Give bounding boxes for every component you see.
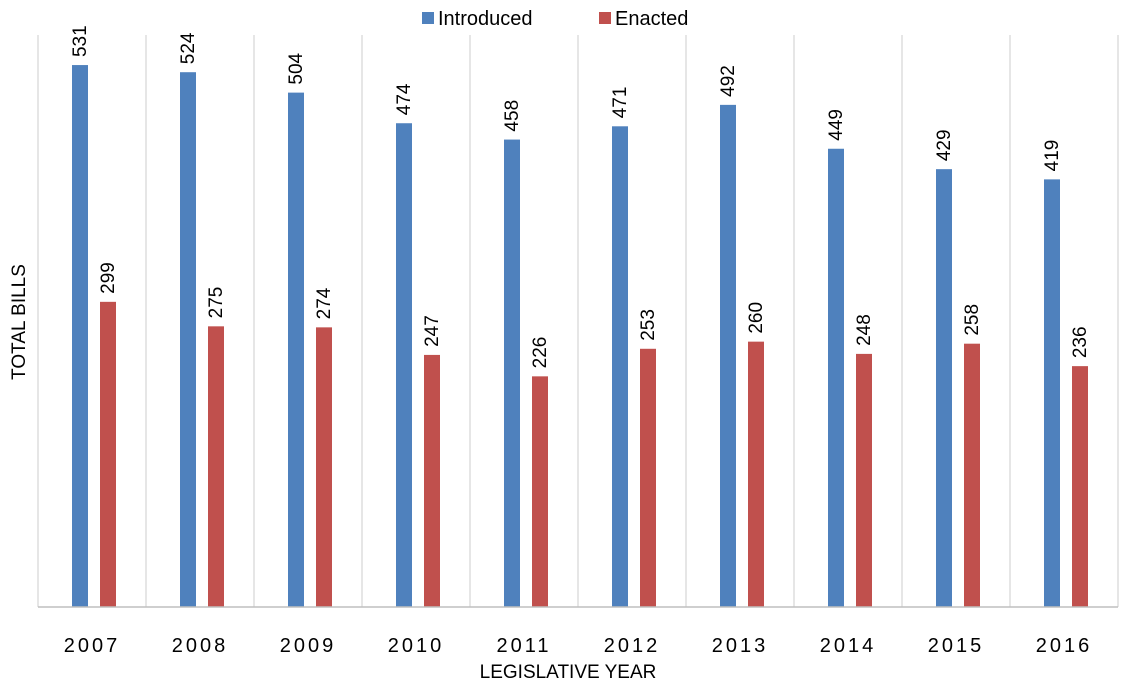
x-tick-label-2014: 2014 <box>820 635 877 657</box>
bar-introduced-2015 <box>936 169 952 607</box>
x-tick-label-2012: 2012 <box>604 635 661 657</box>
data-label-enacted-2016: 236 <box>1070 326 1091 358</box>
data-label-enacted-2010: 247 <box>422 315 443 347</box>
legend-label-enacted: Enacted <box>615 8 688 30</box>
data-label-enacted-2009: 274 <box>314 287 335 319</box>
x-axis-title: LEGISLATIVE YEAR <box>480 662 657 683</box>
grid-layer <box>37 35 1119 607</box>
data-label-introduced-2014: 449 <box>826 109 847 141</box>
data-label-introduced-2015: 429 <box>934 129 955 161</box>
bar-enacted-2010 <box>424 354 440 607</box>
bar-enacted-2012 <box>640 348 656 607</box>
bar-introduced-2013 <box>720 104 736 607</box>
bar-introduced-2011 <box>504 139 520 608</box>
legend-swatch-introduced <box>422 12 434 24</box>
data-label-introduced-2012: 471 <box>610 87 631 119</box>
x-tick-label-2008: 2008 <box>172 635 229 657</box>
data-label-introduced-2010: 474 <box>394 83 415 115</box>
bar-introduced-2008 <box>180 72 196 608</box>
x-tick-label-2010: 2010 <box>388 635 445 657</box>
bar-introduced-2014 <box>828 148 844 607</box>
x-tick-label-2011: 2011 <box>496 635 551 657</box>
bar-enacted-2009 <box>316 327 332 607</box>
legend-swatch-enacted <box>599 12 611 24</box>
legend-label-introduced: Introduced <box>438 8 533 30</box>
data-label-introduced-2009: 504 <box>286 52 307 84</box>
bar-introduced-2007 <box>72 65 88 607</box>
data-label-enacted-2011: 226 <box>530 337 551 369</box>
legend: Introduced Enacted <box>422 8 688 30</box>
data-label-introduced-2016: 419 <box>1042 140 1063 172</box>
bar-enacted-2016 <box>1072 366 1088 607</box>
bar-enacted-2011 <box>532 376 548 607</box>
bar-enacted-2008 <box>208 326 224 607</box>
x-tick-label-2009: 2009 <box>280 635 337 657</box>
bar-introduced-2010 <box>396 123 412 608</box>
bar-introduced-2009 <box>288 92 304 607</box>
data-label-enacted-2007: 299 <box>98 262 119 294</box>
bar-introduced-2012 <box>612 126 628 608</box>
x-tick-labels: 2007 2008 2009 2010 2011 2012 2013 2014 2015 2016 <box>64 635 1093 657</box>
data-label-enacted-2014: 248 <box>854 314 875 346</box>
bar-enacted-2014 <box>856 353 872 607</box>
data-label-introduced-2013: 492 <box>718 65 739 97</box>
data-label-enacted-2008: 275 <box>206 287 227 319</box>
bar-enacted-2007 <box>100 301 116 607</box>
x-tick-label-2016: 2016 <box>1036 635 1093 657</box>
bar-enacted-2015 <box>964 343 980 607</box>
data-label-introduced-2011: 458 <box>502 100 523 132</box>
x-tick-label-2007: 2007 <box>64 635 121 657</box>
data-labels-layer: 531 299 524 275 504 274 474 247 458 226 471 253 492 2… <box>70 25 1091 368</box>
y-axis-title: TOTAL BILLS <box>9 264 30 380</box>
x-tick-label-2015: 2015 <box>928 635 985 657</box>
data-label-enacted-2013: 260 <box>746 302 767 334</box>
data-label-enacted-2012: 253 <box>638 309 659 341</box>
data-label-enacted-2015: 258 <box>962 304 983 336</box>
bar-enacted-2013 <box>748 341 764 607</box>
bar-introduced-2016 <box>1044 179 1060 608</box>
data-label-introduced-2008: 524 <box>178 32 199 64</box>
data-label-introduced-2007: 531 <box>70 25 91 57</box>
bars-layer <box>72 65 1088 608</box>
x-tick-label-2013: 2013 <box>712 635 769 657</box>
